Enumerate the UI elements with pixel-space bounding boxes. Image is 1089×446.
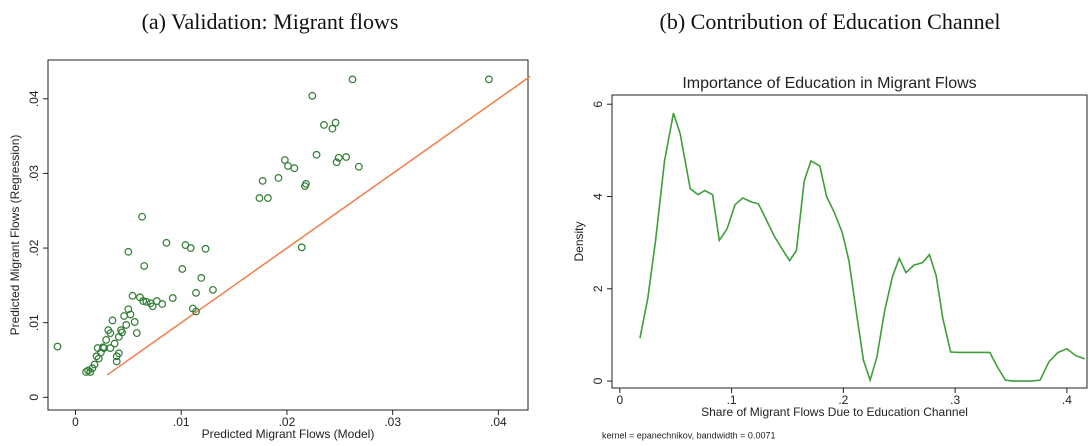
point [197, 274, 206, 282]
point [342, 153, 351, 161]
y-axis-label: Predicted Migrant Flows (Regression) [8, 135, 22, 336]
point [106, 344, 115, 352]
point [328, 124, 337, 133]
y-tick-label: 0 [27, 394, 41, 401]
point [86, 368, 95, 376]
x-axis-label: Share of Migrant Flows Due to Education … [701, 405, 968, 419]
x-tick-label: 0 [616, 393, 623, 407]
density-line [639, 112, 1086, 383]
panel-title: (b) Contribution of Education Channel [660, 9, 1001, 34]
x-tick-label: .4 [1062, 393, 1072, 407]
point [102, 335, 111, 344]
y-tick-label: .04 [27, 90, 41, 107]
point [162, 238, 171, 247]
point [192, 307, 200, 316]
point [264, 194, 272, 202]
point [312, 150, 321, 159]
point [484, 75, 493, 84]
y-tick-label: 0 [591, 377, 605, 384]
point [192, 288, 200, 297]
point [108, 316, 117, 325]
point [148, 302, 157, 311]
y-tick-label: .01 [27, 314, 41, 331]
point [84, 366, 93, 375]
point [53, 342, 62, 351]
plot-frame [611, 94, 1088, 389]
point [122, 321, 131, 329]
point [132, 329, 141, 338]
x-tick-label: 0 [72, 415, 79, 429]
y-tick-label: 4 [591, 193, 605, 200]
plot-frame [47, 59, 529, 411]
point [334, 153, 343, 162]
point [168, 294, 177, 302]
point [114, 349, 123, 358]
point [138, 212, 146, 221]
point [186, 244, 195, 252]
x-tick-label: .3 [950, 393, 960, 407]
x-tick-label: .1 [727, 393, 737, 407]
point [274, 174, 283, 182]
point [178, 265, 187, 273]
point [128, 291, 137, 300]
point [106, 329, 115, 338]
point [126, 310, 135, 319]
point [284, 162, 292, 170]
point [348, 75, 357, 84]
point [302, 179, 310, 188]
x-axis-label: Predicted Migrant Flows (Model) [202, 427, 375, 441]
point [332, 158, 341, 167]
point [124, 247, 133, 256]
point [308, 91, 317, 100]
point [88, 364, 97, 373]
point [209, 285, 217, 294]
point [99, 343, 107, 352]
chart-title: Importance of Education in Migrant Flows [682, 75, 976, 92]
point [280, 156, 289, 164]
x-tick-label: .03 [384, 415, 401, 429]
point [201, 244, 210, 253]
point [90, 360, 99, 369]
note: kernel = epanechnikov, bandwidth = 0.007… [602, 430, 775, 440]
point [120, 312, 129, 320]
y-tick-label: 2 [591, 285, 605, 292]
x-tick-label: .02 [279, 415, 296, 429]
point [290, 164, 299, 173]
panel-title: (a) Validation: Migrant flows [142, 9, 399, 34]
y-axis-label: Density [572, 221, 586, 261]
point [82, 368, 90, 376]
y-tick-label: .02 [27, 239, 41, 256]
point [331, 118, 340, 127]
y-tick-label: .03 [27, 165, 41, 182]
point [112, 357, 121, 366]
x-tick-label: .04 [490, 415, 507, 429]
fit-line [106, 75, 531, 376]
point [142, 297, 151, 306]
point [130, 318, 139, 326]
point [255, 194, 264, 202]
point [158, 300, 167, 308]
point [320, 121, 328, 129]
point [139, 297, 148, 305]
point [124, 305, 133, 314]
point [140, 262, 149, 270]
point [297, 243, 306, 252]
point [118, 328, 126, 337]
point [258, 176, 267, 185]
x-tick-label: .2 [838, 393, 848, 407]
point [354, 162, 363, 171]
y-tick-label: 6 [591, 101, 605, 108]
x-tick-label: .01 [173, 415, 190, 429]
point [110, 339, 119, 348]
